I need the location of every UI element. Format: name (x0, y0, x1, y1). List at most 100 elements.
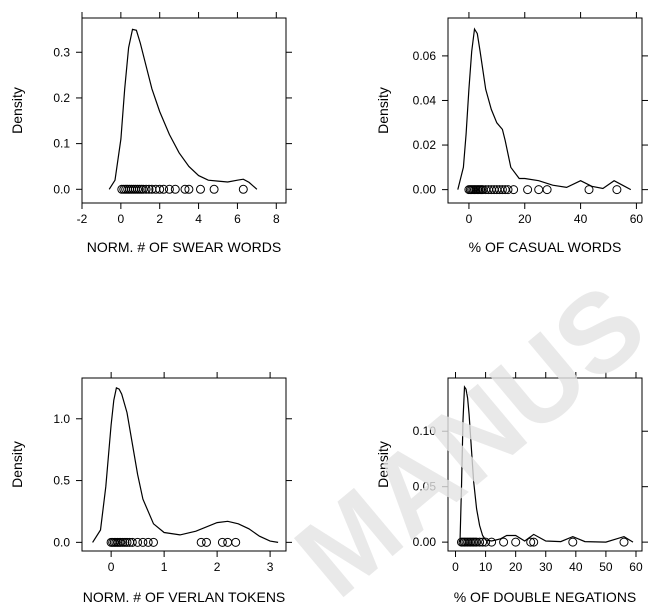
x-tick-label: 60 (629, 560, 643, 574)
x-tick-label: 60 (630, 212, 644, 226)
y-tick-label: 0.1 (53, 137, 70, 151)
x-tick-label: 8 (273, 212, 280, 226)
y-tick-label: 0.10 (413, 424, 437, 438)
data-point (170, 184, 180, 194)
y-axis-label: Density (9, 87, 25, 134)
x-tick-label: 40 (569, 560, 583, 574)
y-tick-label: 0.00 (413, 183, 437, 197)
y-tick-label: 0.3 (53, 45, 70, 59)
y-axis-label: Density (375, 441, 391, 488)
data-point (118, 537, 128, 547)
x-tick-label: 4 (195, 212, 202, 226)
data-point (141, 184, 151, 194)
data-point (223, 537, 233, 547)
x-tick-label: 2 (156, 212, 163, 226)
x-tick-label: 3 (267, 560, 274, 574)
data-point (481, 537, 491, 547)
x-tick-label: 2 (214, 560, 221, 574)
x-axis-label: NORM. # OF VERLAN TOKENS (83, 589, 286, 605)
data-point (184, 184, 194, 194)
data-point (472, 537, 482, 547)
x-tick-label: 50 (599, 560, 613, 574)
x-tick-label: 10 (479, 560, 493, 574)
x-tick-label: 1 (161, 560, 168, 574)
data-point (180, 184, 190, 194)
data-point (217, 537, 227, 547)
data-point (196, 184, 205, 194)
y-tick-label: 0.05 (413, 480, 437, 494)
data-point (612, 185, 622, 195)
data-point (149, 537, 158, 547)
data-point (127, 537, 137, 547)
x-tick-label: 0 (108, 560, 115, 574)
plot-frame (447, 377, 643, 552)
data-point (155, 184, 165, 194)
data-point (122, 537, 132, 547)
plot-frame (81, 377, 287, 552)
data-point (478, 537, 488, 547)
x-tick-label: 0 (118, 212, 125, 226)
density-panel-2: 0 20 40 60 0.00 0.02 0.04 0.06 % OF CASUAL WORDS… (375, 12, 648, 255)
data-point (120, 537, 130, 547)
data-point (209, 184, 219, 194)
y-tick-label: 0.2 (53, 91, 70, 105)
data-point (487, 537, 497, 547)
density-curve (108, 28, 258, 190)
data-point (164, 184, 174, 194)
x-tick-label: 20 (518, 212, 532, 226)
data-point (202, 537, 211, 547)
density-panel-4: 0 10 20 30 40 50 60 0.00 0.05 0.10 % OF DOUBLE NEG… (375, 372, 648, 605)
x-axis-label: NORM. # OF SWEAR WORDS (87, 239, 281, 255)
x-tick-label: 40 (574, 212, 588, 226)
plot-frame (447, 17, 643, 204)
data-point (511, 537, 521, 547)
y-tick-label: 0.5 (53, 474, 70, 488)
data-point (509, 185, 519, 195)
data-point (144, 184, 154, 194)
y-tick-label: 1.0 (53, 412, 70, 426)
x-tick-label: 20 (509, 560, 523, 574)
data-point (159, 184, 169, 194)
data-point (584, 185, 594, 195)
x-axis-label: % OF DOUBLE NEGATIONS (454, 589, 637, 605)
data-point (568, 537, 578, 547)
data-point (138, 184, 148, 194)
data-point (619, 537, 629, 547)
plot-frame (81, 17, 287, 204)
density-panel-1: -2 0 2 4 6 8 0.0 0.1 0.2 0.3 NORM. # OF SWEAR WORD… (9, 12, 292, 255)
x-tick-label: -2 (77, 212, 88, 226)
data-point (526, 537, 536, 547)
data-point (503, 185, 513, 195)
data-point (143, 537, 153, 547)
y-axis-label: Density (375, 87, 391, 134)
y-tick-label: 0.00 (413, 535, 437, 549)
density-curve (92, 387, 279, 543)
data-point (523, 185, 533, 195)
data-point (529, 537, 539, 547)
y-tick-label: 0.02 (413, 138, 437, 152)
data-point (238, 184, 248, 194)
y-tick-label: 0.0 (53, 182, 70, 196)
data-point (499, 537, 509, 547)
x-tick-label: 30 (539, 560, 553, 574)
x-axis-label: % OF CASUAL WORDS (469, 239, 622, 255)
data-point (475, 537, 485, 547)
x-tick-label: 6 (234, 212, 241, 226)
density-panel-3: 0 1 2 3 0.0 0.5 1.0 NORM. # OF VERLAN TOKENS Den… (9, 372, 292, 605)
y-axis-label: Density (9, 441, 25, 488)
data-point (138, 537, 148, 547)
y-tick-label: 0.06 (413, 49, 437, 63)
data-point (116, 537, 126, 547)
data-point (497, 185, 507, 195)
data-point (534, 185, 544, 195)
data-point (542, 185, 552, 195)
data-point (133, 537, 143, 547)
x-tick-label: 0 (452, 560, 459, 574)
y-tick-label: 0.0 (53, 535, 70, 549)
density-curve (457, 27, 632, 191)
density-curve (459, 385, 634, 543)
y-tick-label: 0.04 (413, 93, 437, 107)
data-point (231, 537, 241, 547)
x-tick-label: 0 (466, 212, 473, 226)
